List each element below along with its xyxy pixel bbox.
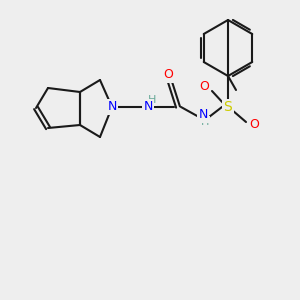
Text: N: N [143, 100, 153, 113]
Text: O: O [199, 80, 209, 92]
Text: H: H [201, 117, 209, 127]
Text: N: N [107, 100, 117, 113]
Text: H: H [148, 95, 156, 105]
Text: S: S [224, 100, 232, 114]
Text: N: N [198, 109, 208, 122]
Text: O: O [249, 118, 259, 131]
Text: O: O [163, 68, 173, 82]
